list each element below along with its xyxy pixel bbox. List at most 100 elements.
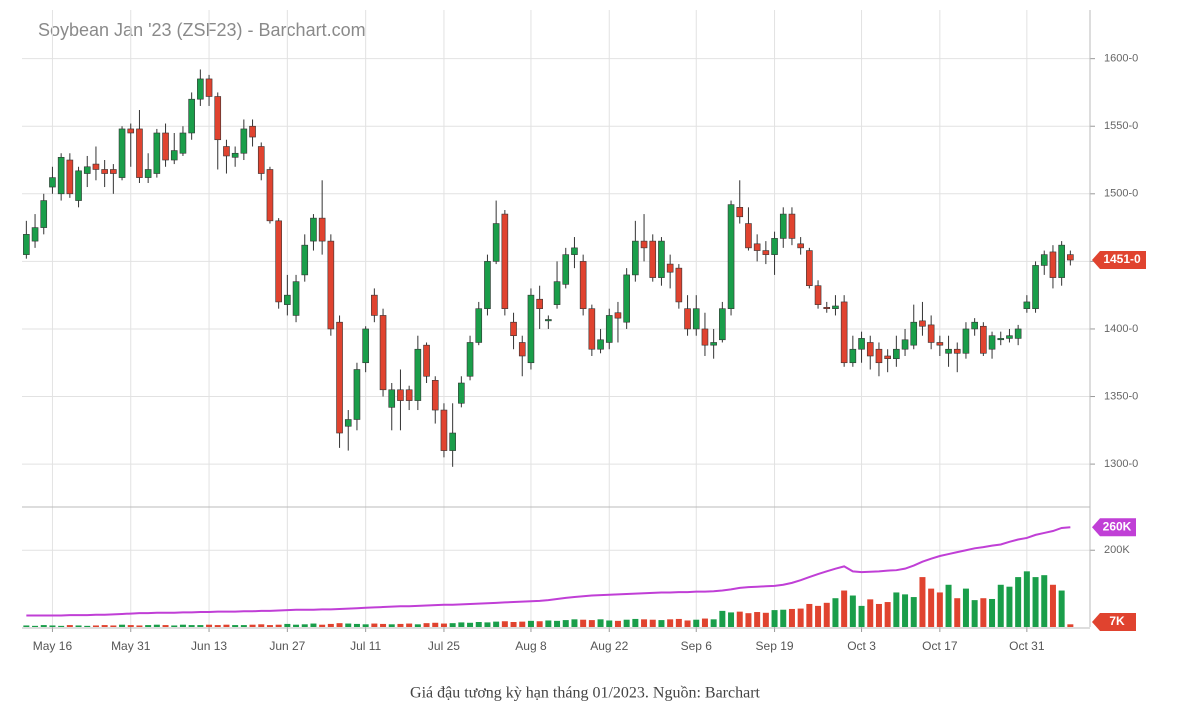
x-tick-label: Aug 22 [590,639,628,653]
volume-bar [536,621,543,627]
volume-bar [475,622,482,627]
candle-body [153,132,161,174]
candle-body [997,338,1005,341]
candle-body [779,213,787,239]
candle-body [75,170,82,201]
volume-bar [815,605,822,627]
volume-bar [1058,590,1065,627]
x-tick-label: May 31 [111,639,151,653]
candle-body [771,238,778,255]
volume-bar [327,623,334,627]
volume-bar [75,625,82,627]
candle-body [953,348,961,354]
volume-bar [423,623,430,627]
x-tick-label: Aug 8 [515,639,547,653]
candle-body [658,240,665,278]
candle-body [310,217,317,242]
chart-title: Soybean Jan '23 (ZSF23) - Barchart.com [38,20,366,40]
volume-bar [92,625,99,627]
x-tick-label: Oct 31 [1009,639,1045,653]
volume-bar [841,590,848,627]
candle-body [405,389,413,401]
value-badge-label: 260K [1103,519,1132,533]
volume-bar [440,623,447,627]
candle-body [162,132,169,161]
volume-bar [40,625,47,627]
candle-body [605,315,613,343]
volume-bar [606,620,613,627]
volume-bar [736,611,743,627]
y-tick-label: 1300-0 [1104,458,1138,470]
candle-body [284,294,291,305]
x-tick-label: Oct 3 [847,639,876,653]
x-tick-label: Jul 11 [350,639,381,653]
candle-body [371,294,378,316]
candle-body [484,261,491,309]
candle-body [962,328,970,354]
open-interest-line [26,526,1071,617]
candle-body [223,146,230,157]
volume-bar [1015,577,1022,627]
caption: Giá đậu tương kỳ hạn tháng 01/2023. Nguồ… [410,685,761,702]
candle-body [536,298,543,309]
volume-bar [84,625,91,627]
candle-body [1014,328,1022,339]
volume-bar [388,624,395,627]
volume-bar [449,623,456,627]
candle-body [1040,254,1048,266]
volume-bar [954,598,961,627]
candle-body [501,213,509,309]
volume-bar [345,623,352,627]
candle-body [545,319,552,322]
volume-bar [762,612,769,627]
candle-body [257,146,265,174]
volume-bar [458,622,465,627]
candle-body [1049,251,1057,278]
candle-body [179,132,187,154]
candle-body [492,223,500,262]
volume-bar [571,619,578,627]
volume-bar [710,619,717,627]
candle-body [327,240,335,330]
candle-body [266,169,274,222]
candle-body [893,348,900,359]
volume-bar [232,625,239,627]
volume-bar [684,620,691,627]
candle-body [927,324,935,343]
volume-bar [980,598,987,627]
volume-bar [319,624,326,627]
y-tick-label: 1350-0 [1104,390,1138,402]
candle-body [127,128,135,134]
volume-bar [1032,577,1039,627]
volume-bar [119,624,126,627]
volume-bar [179,624,186,627]
candle-body [518,342,526,357]
volume-bar [562,620,569,627]
volume-bar [754,612,761,627]
candle-body [579,261,587,309]
candle-body [388,389,396,408]
candle-body [23,234,30,255]
candle-body [1023,301,1031,309]
candle-body [214,96,222,141]
volume-bar [641,619,648,627]
candle-body [710,342,717,346]
x-tick-label: Jul 25 [428,639,460,653]
y-tick-label: 1400-0 [1104,323,1138,335]
volume-bar [101,625,108,627]
candle-body [275,220,282,303]
candle-body [431,380,439,411]
candle-body [919,320,926,327]
volume-bar [910,597,917,627]
candle-body [623,274,630,323]
candle-body [640,240,648,249]
candle-body [49,177,56,188]
candle-body [510,321,517,337]
price-badge-label: 1451-0 [1103,252,1141,266]
volume-bar [153,624,160,627]
candle-body [31,227,39,242]
candle-body [971,321,978,330]
candle-body [57,157,65,195]
volume-bar [362,624,369,627]
